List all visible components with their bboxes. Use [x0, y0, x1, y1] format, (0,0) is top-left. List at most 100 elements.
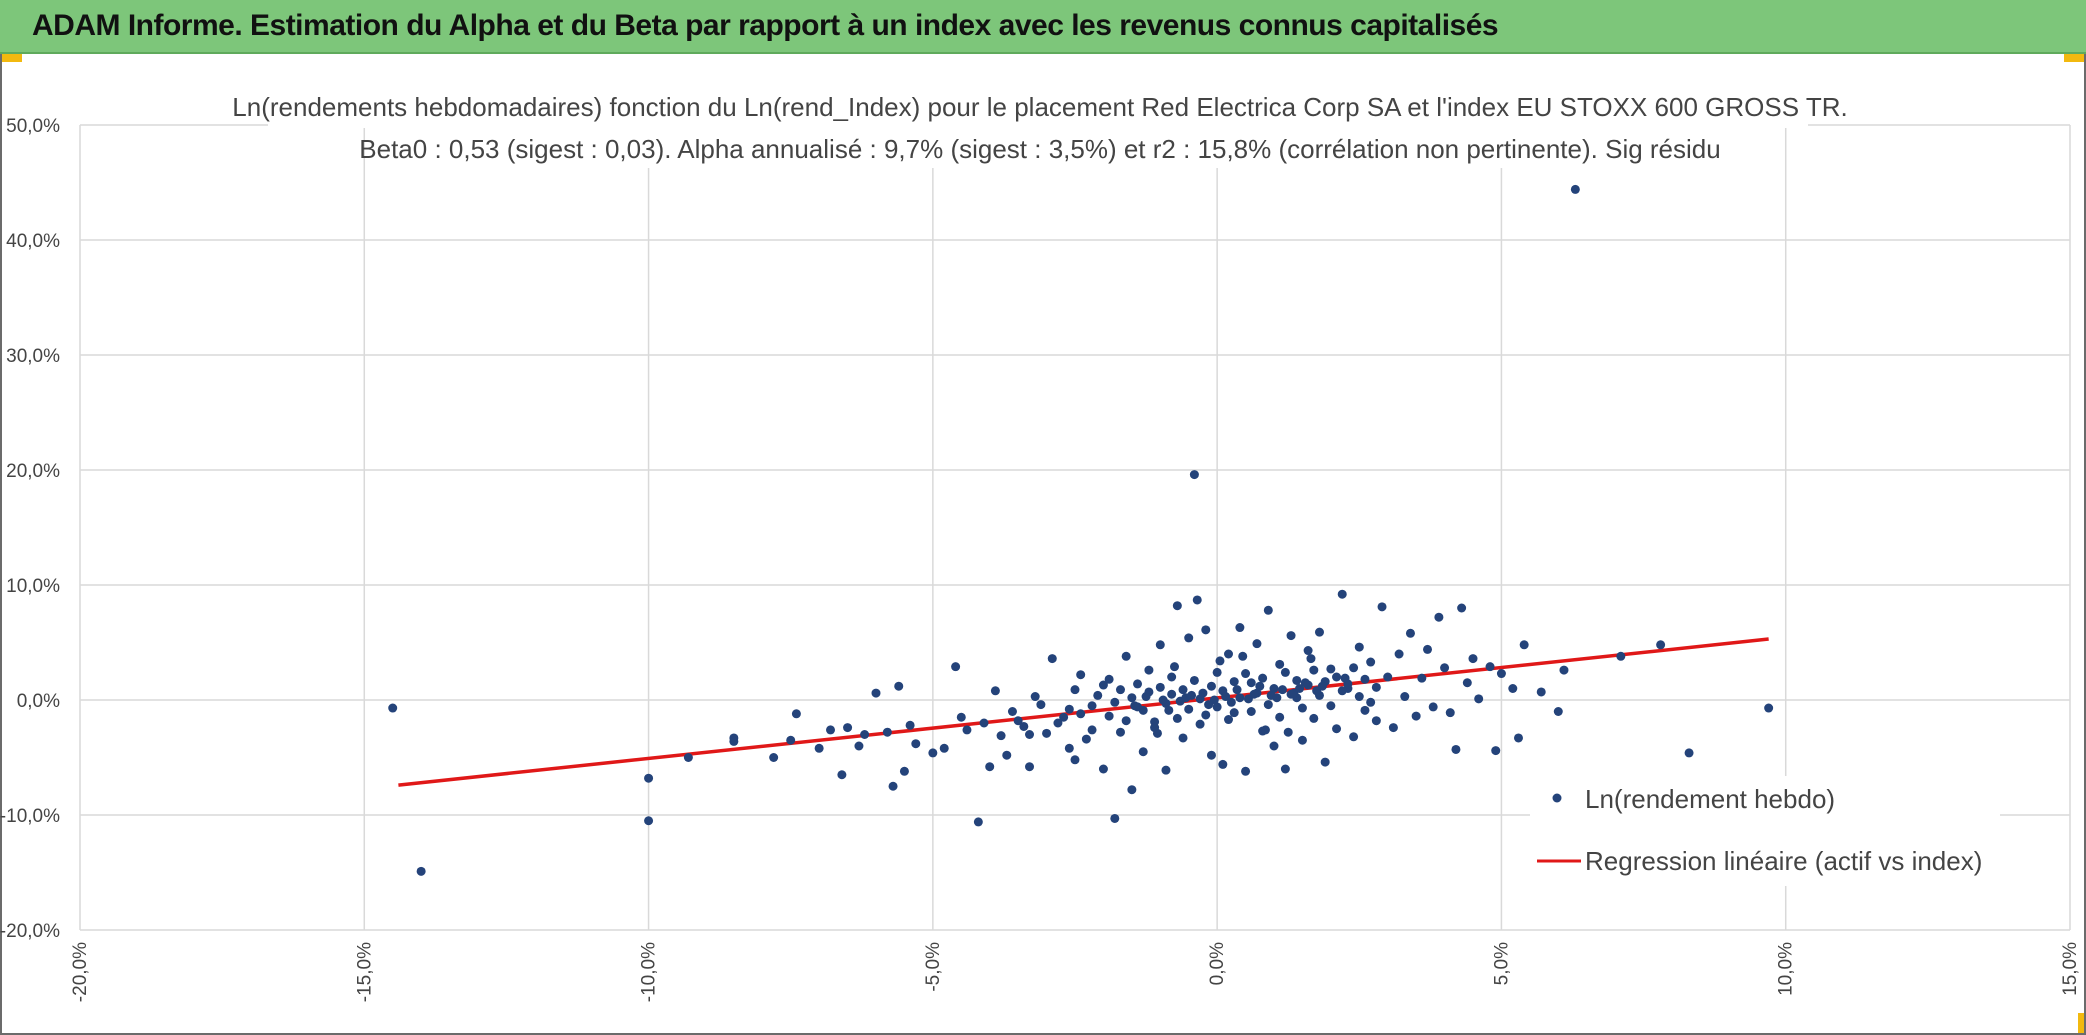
data-point — [1278, 685, 1288, 695]
data-point — [1280, 764, 1290, 774]
data-point — [1252, 639, 1262, 649]
data-point — [1260, 725, 1270, 735]
data-point — [1053, 718, 1063, 728]
header-banner: ADAM Informe. Estimation du Alpha et du … — [0, 0, 2086, 54]
data-point — [1411, 711, 1421, 721]
data-point — [1275, 659, 1285, 669]
data-point — [1283, 727, 1293, 737]
data-point — [985, 762, 995, 772]
data-point — [1354, 642, 1364, 652]
data-point — [683, 753, 693, 762]
page-title: ADAM Informe. Estimation du Alpha et du … — [32, 9, 1499, 42]
data-point — [1189, 675, 1199, 685]
data-point — [644, 773, 654, 783]
data-point — [1371, 716, 1381, 726]
data-point — [1320, 757, 1330, 767]
data-point — [1292, 675, 1302, 685]
data-point — [1155, 682, 1165, 692]
data-point — [1371, 682, 1381, 692]
data-point — [1104, 674, 1114, 684]
data-point — [1121, 716, 1131, 726]
data-point — [1269, 684, 1279, 693]
data-point — [860, 730, 870, 739]
data-point — [1764, 703, 1774, 713]
data-point — [854, 741, 864, 751]
data-point — [1423, 644, 1433, 654]
data-point — [1297, 735, 1307, 745]
legend: Ln(rendement hebdo) Regression linéaire … — [1530, 776, 2000, 886]
data-point — [1025, 730, 1035, 739]
data-point — [1042, 728, 1052, 738]
data-point — [1241, 766, 1251, 776]
x-tick-label: 0,0% — [1207, 942, 1228, 985]
data-point — [1337, 589, 1347, 599]
data-point — [1127, 693, 1137, 703]
data-point — [1167, 672, 1177, 682]
data-point — [1553, 707, 1563, 716]
data-point — [1349, 732, 1359, 742]
data-point — [1394, 649, 1404, 659]
data-point — [1451, 744, 1461, 754]
data-point — [1007, 707, 1017, 716]
data-point — [1215, 656, 1225, 666]
data-point — [1025, 762, 1035, 772]
data-point — [1115, 685, 1125, 695]
data-point — [1133, 679, 1143, 689]
data-point — [899, 766, 909, 776]
chart-title-line1: Ln(rendements hebdomadaires) fonction du… — [232, 92, 1847, 122]
data-point — [1141, 692, 1151, 702]
data-point — [1295, 684, 1305, 693]
data-point — [843, 723, 853, 733]
data-point — [1263, 700, 1273, 710]
y-tick-label: 30,0% — [6, 346, 60, 367]
data-point — [1206, 750, 1216, 760]
data-point — [1167, 689, 1177, 699]
data-point — [814, 743, 824, 753]
data-point — [1340, 673, 1350, 683]
data-point — [1218, 759, 1228, 769]
data-point — [1428, 702, 1438, 712]
data-point — [826, 725, 836, 735]
data-point — [1030, 692, 1040, 702]
data-point — [962, 725, 972, 735]
data-point — [1332, 672, 1342, 682]
data-point — [1047, 654, 1057, 664]
data-point — [1684, 748, 1694, 758]
data-point — [1388, 723, 1398, 733]
data-point — [1184, 633, 1194, 643]
data-point — [1440, 663, 1450, 673]
data-point — [388, 703, 398, 713]
data-point — [1104, 711, 1114, 721]
data-point — [1457, 603, 1467, 613]
data-point — [1181, 693, 1191, 703]
data-point — [1064, 704, 1074, 714]
data-point — [1070, 755, 1080, 765]
data-point — [1098, 680, 1108, 690]
y-axis-tick-labels: -20,0% -10,0% 0,0% 10,0% 20,0% 30,0% 40,0% 50,0… — [0, 116, 60, 942]
x-axis-tick-labels: -20,0% -15,0% -10,0% -5,0% 0,0% 5,0% 10,0% 15,0… — [70, 942, 2081, 1002]
data-point — [1198, 688, 1208, 698]
data-point — [973, 817, 983, 827]
data-point — [1306, 654, 1316, 664]
data-point — [1206, 681, 1216, 691]
data-point — [1337, 686, 1347, 696]
data-point — [1269, 741, 1279, 751]
data-point — [1204, 700, 1214, 710]
data-point — [786, 735, 796, 745]
data-point — [1158, 695, 1168, 705]
data-point — [1121, 651, 1131, 661]
data-point — [1366, 697, 1376, 707]
data-point — [1275, 712, 1285, 722]
data-point — [1300, 678, 1310, 688]
data-point — [1366, 657, 1376, 667]
corner-marker-left — [0, 54, 22, 62]
data-point — [1013, 716, 1023, 726]
data-point — [1138, 747, 1148, 757]
data-point — [1417, 673, 1427, 683]
y-tick-label: 10,0% — [6, 576, 60, 597]
data-point — [1098, 764, 1108, 774]
x-tick-label: -20,0% — [70, 942, 91, 1002]
data-point — [1445, 708, 1455, 718]
data-point — [1110, 813, 1120, 823]
data-point — [1309, 713, 1319, 723]
